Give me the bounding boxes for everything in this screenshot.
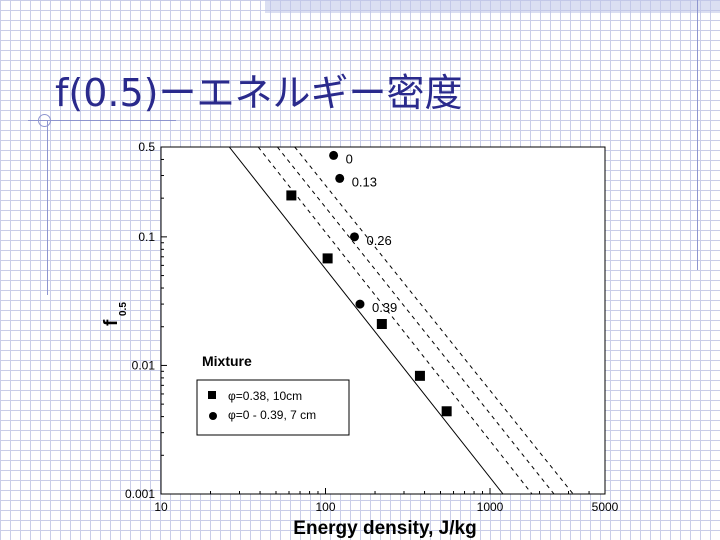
square-data-point bbox=[441, 406, 452, 417]
y-tick-label: 0.01 bbox=[132, 358, 156, 372]
left-vertical-rule bbox=[47, 120, 48, 295]
square-data-point bbox=[322, 253, 333, 264]
x-tick-label: 10 bbox=[154, 500, 168, 514]
y-axis-label-subscript: 0.5 bbox=[118, 302, 129, 316]
dashed-fit-line bbox=[294, 147, 574, 494]
y-tick-label: 0.5 bbox=[138, 140, 155, 154]
slide-title: f(0.5)ーエネルギー密度 bbox=[55, 71, 463, 115]
legend-entry-1: φ=0.38, 10cm bbox=[228, 389, 302, 403]
dashed-fit-line bbox=[257, 147, 533, 494]
x-tick-label: 100 bbox=[315, 500, 335, 514]
square-data-point bbox=[376, 319, 387, 330]
legend: Mixture φ=0.38, 10cm φ=0 - 0.39, 7 cm bbox=[196, 353, 350, 436]
point-label: 0.39 bbox=[372, 300, 397, 315]
y-axis-label: f bbox=[101, 319, 122, 326]
top-bar-decoration bbox=[265, 0, 720, 13]
y-axis: 0.001 0.01 0.1 0.5 bbox=[125, 140, 167, 501]
point-label: 0.26 bbox=[366, 233, 391, 248]
legend-box bbox=[196, 379, 350, 436]
fit-lines bbox=[228, 147, 574, 494]
x-axis: 10 100 1000 5000 bbox=[154, 488, 619, 514]
x-tick-label: 5000 bbox=[592, 500, 619, 514]
point-label: 0 bbox=[346, 151, 353, 166]
crosshair-circle-decoration bbox=[38, 114, 51, 127]
x-tick-label: 1000 bbox=[477, 500, 504, 514]
title-underline-rule bbox=[28, 120, 176, 121]
circle-data-point bbox=[349, 232, 359, 242]
circle-data-point bbox=[335, 173, 345, 183]
dashed-fit-line bbox=[277, 147, 555, 494]
y-tick-label: 0.001 bbox=[125, 487, 155, 501]
circle-data-point bbox=[329, 150, 339, 160]
y-tick-label: 0.1 bbox=[138, 230, 155, 244]
square-data-point bbox=[414, 370, 425, 381]
legend-title: Mixture bbox=[202, 353, 252, 369]
square-data-point bbox=[286, 190, 297, 201]
solid-fit-line bbox=[228, 147, 504, 494]
right-vertical-rule bbox=[697, 0, 698, 270]
data-markers bbox=[286, 150, 452, 417]
legend-square-marker bbox=[208, 391, 216, 399]
circle-data-point bbox=[355, 299, 365, 309]
point-label: 0.13 bbox=[352, 174, 377, 189]
x-axis-label: Energy density, J/kg bbox=[293, 518, 476, 539]
legend-circle-marker bbox=[209, 412, 217, 420]
legend-entry-2: φ=0 - 0.39, 7 cm bbox=[228, 408, 316, 422]
point-annotations: 0 0.13 0.26 0.39 bbox=[346, 151, 398, 315]
